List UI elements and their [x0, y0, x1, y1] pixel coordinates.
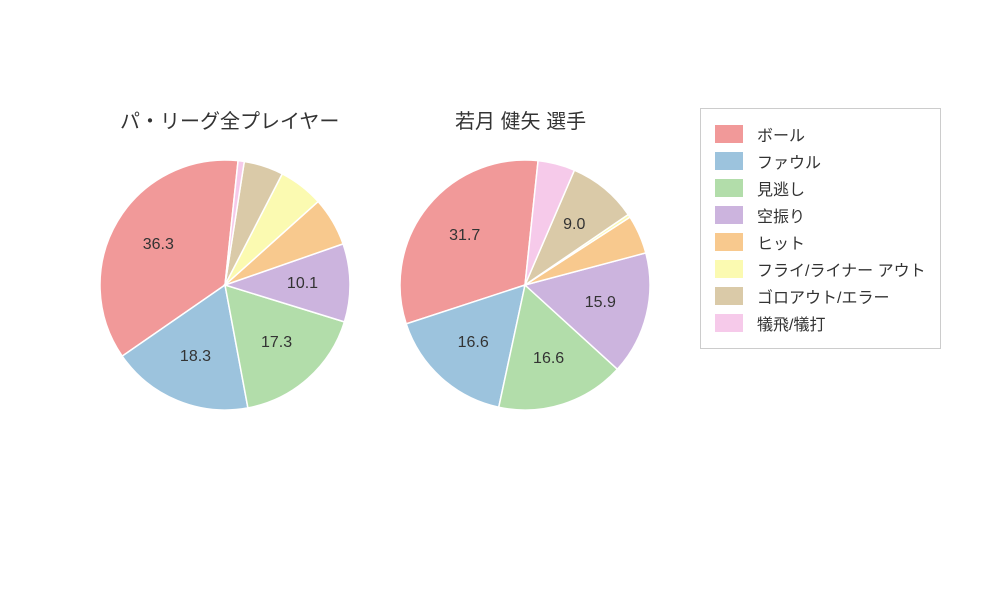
legend-swatch-hit — [715, 233, 743, 251]
legend-item-fly: フライ/ライナー アウト — [715, 257, 926, 281]
legend-swatch-looking — [715, 179, 743, 197]
legend-item-ball: ボール — [715, 122, 926, 146]
chart-title-league: パ・リーグ全プレイヤー — [120, 105, 339, 134]
legend-swatch-sac — [715, 314, 743, 332]
legend-item-swing: 空振り — [715, 203, 926, 227]
legend-label-fly: フライ/ライナー アウト — [757, 257, 926, 281]
legend: ボールファウル見逃し空振りヒットフライ/ライナー アウトゴロアウト/エラー犠飛/… — [700, 108, 941, 349]
legend-label-sac: 犠飛/犠打 — [757, 311, 825, 335]
pie-league — [98, 158, 352, 412]
legend-item-hit: ヒット — [715, 230, 926, 254]
legend-swatch-foul — [715, 152, 743, 170]
chart-title-player: 若月 健矢 選手 — [455, 105, 586, 134]
legend-item-looking: 見逃し — [715, 176, 926, 200]
legend-label-hit: ヒット — [757, 230, 805, 254]
legend-swatch-ground — [715, 287, 743, 305]
legend-swatch-ball — [715, 125, 743, 143]
legend-item-foul: ファウル — [715, 149, 926, 173]
legend-label-ball: ボール — [757, 122, 805, 146]
legend-label-ground: ゴロアウト/エラー — [757, 284, 889, 308]
legend-label-foul: ファウル — [757, 149, 821, 173]
pie-player — [398, 158, 652, 412]
legend-label-swing: 空振り — [757, 203, 805, 227]
legend-label-looking: 見逃し — [757, 176, 805, 200]
legend-item-sac: 犠飛/犠打 — [715, 311, 926, 335]
legend-item-ground: ゴロアウト/エラー — [715, 284, 926, 308]
chart-stage: パ・リーグ全プレイヤー36.318.317.310.1若月 健矢 選手31.71… — [0, 0, 1000, 600]
legend-swatch-swing — [715, 206, 743, 224]
legend-swatch-fly — [715, 260, 743, 278]
